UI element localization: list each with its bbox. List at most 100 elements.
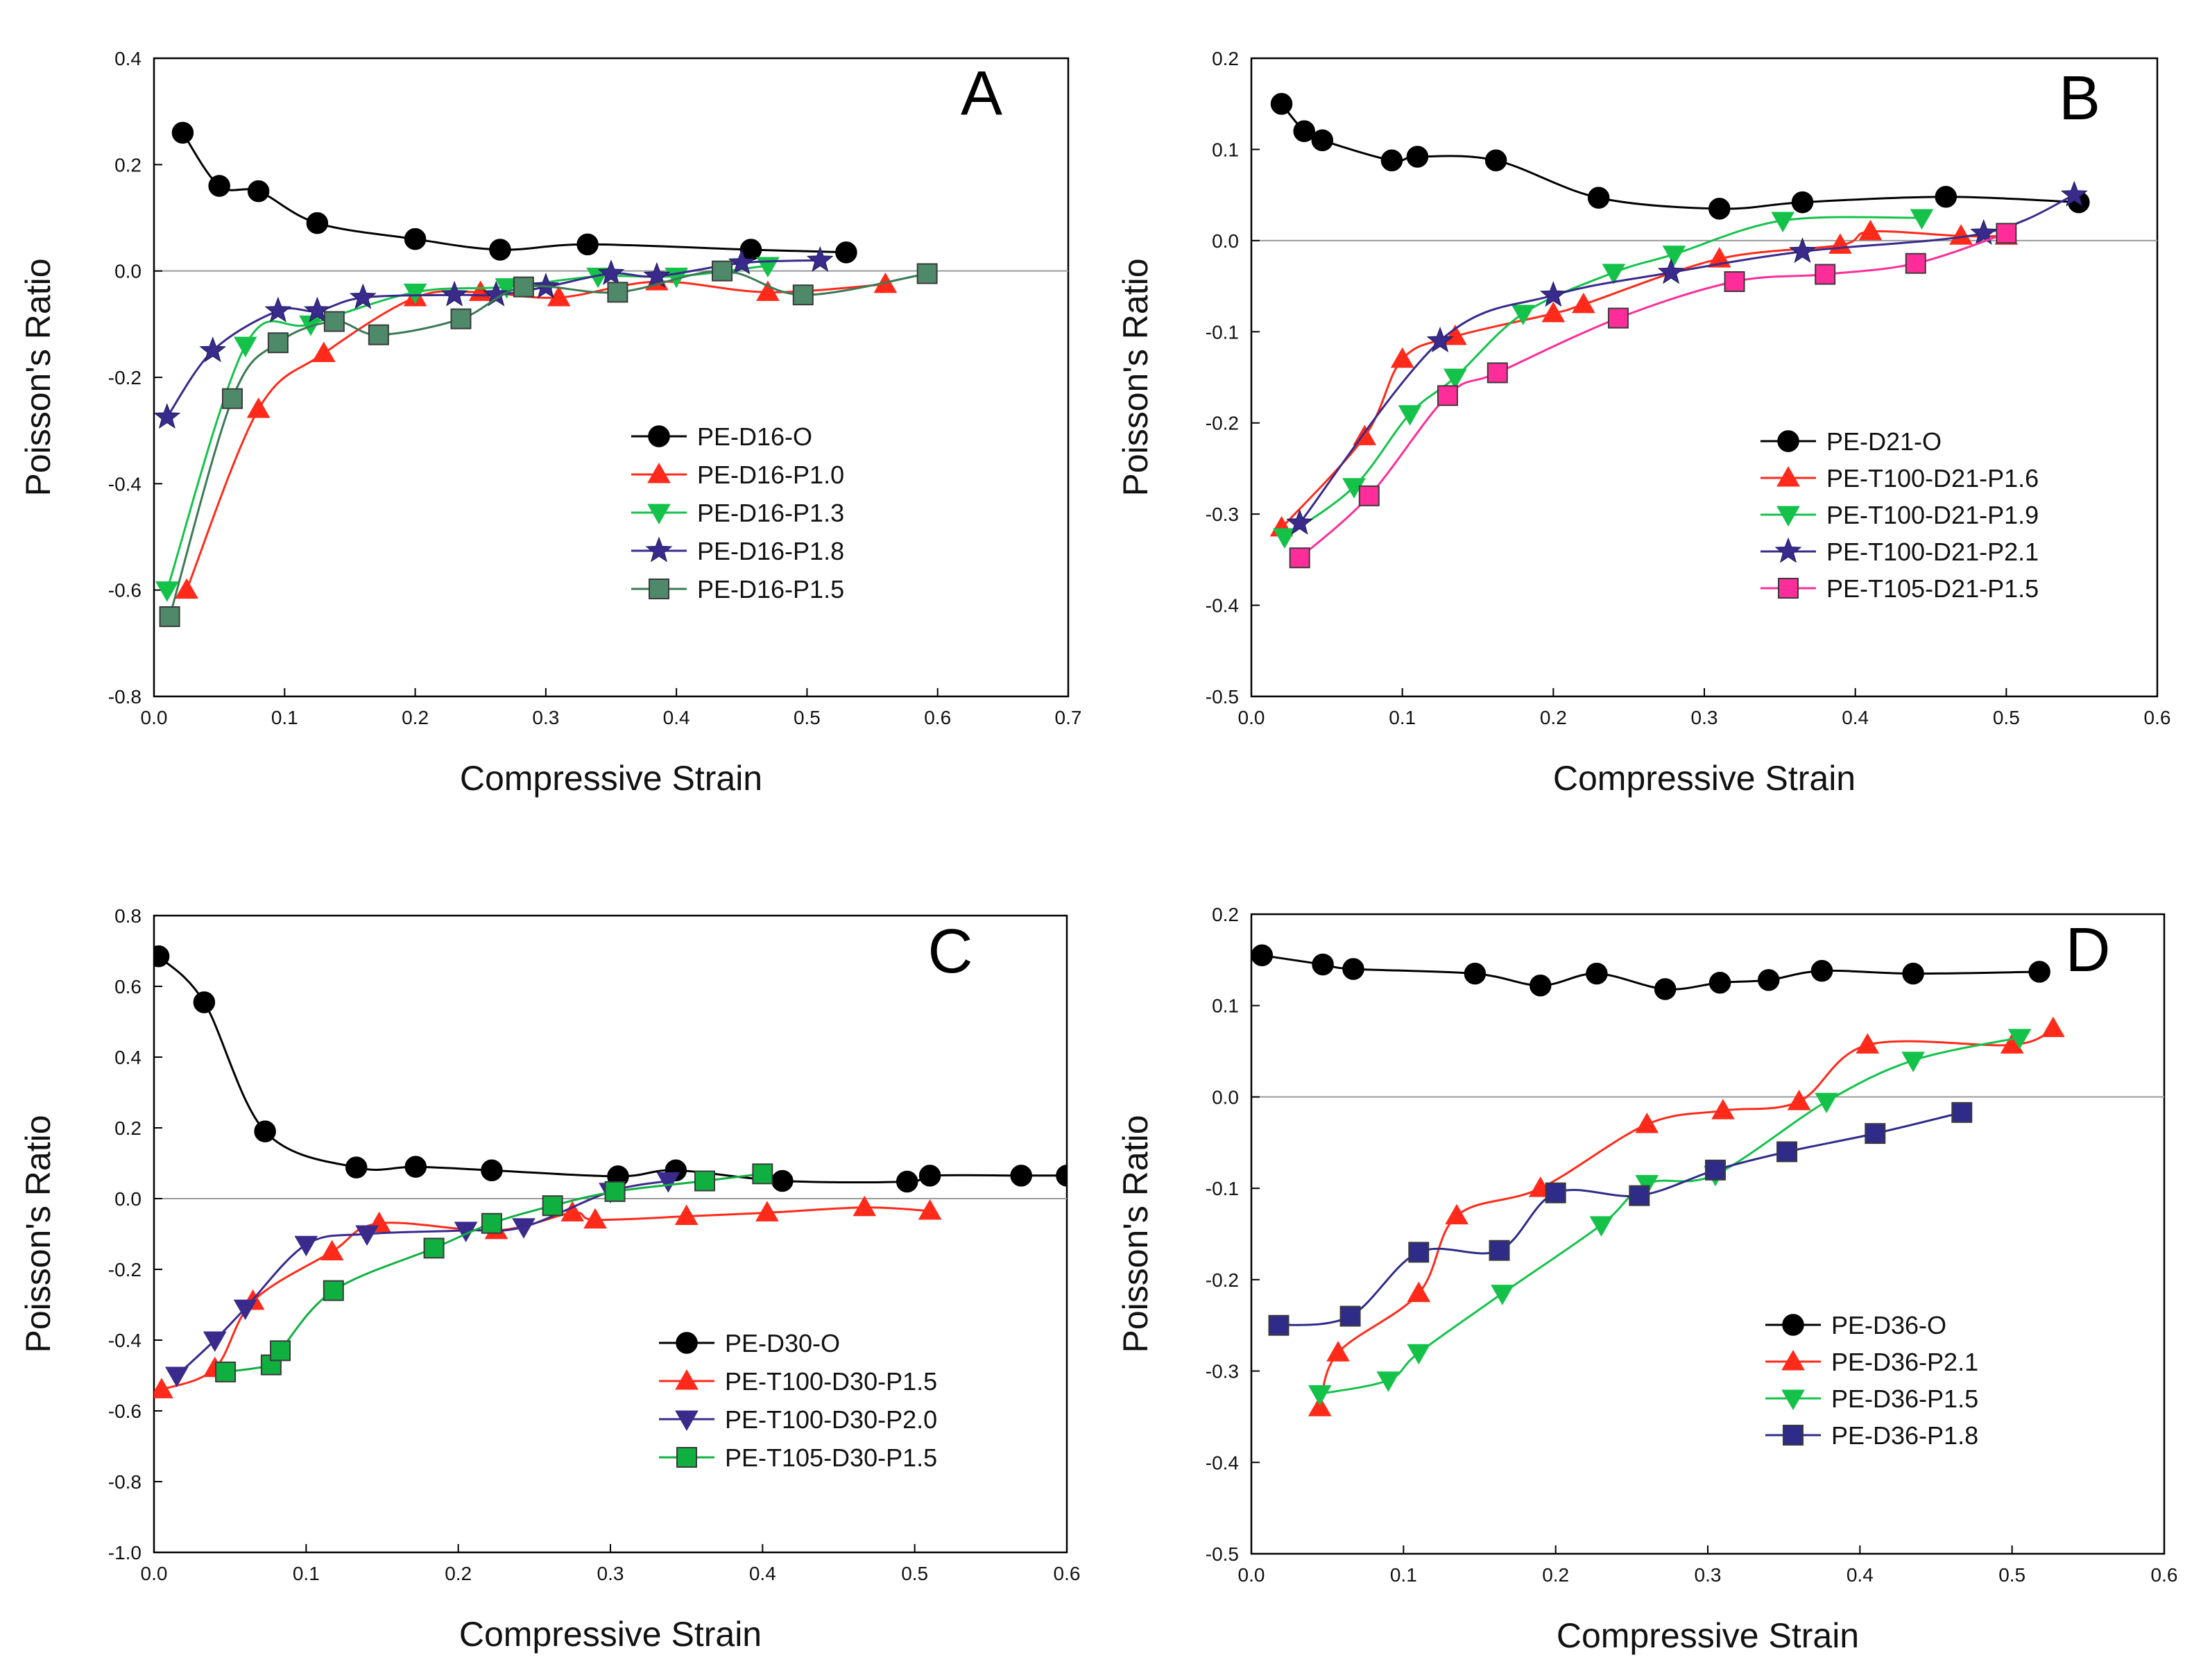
y-tick-label: -0.6 (108, 580, 142, 601)
y-tick-label: 0.2 (114, 154, 142, 175)
data-point (1437, 385, 1458, 406)
legend-marker (1783, 1425, 1804, 1446)
y-tick-label: -0.1 (1206, 321, 1239, 343)
data-point (403, 283, 427, 305)
y-tick-label: -0.8 (108, 686, 142, 708)
x-tick-label: 0.2 (445, 1563, 472, 1584)
x-tick-label: 0.0 (1238, 1564, 1265, 1586)
x-axis-label: Compressive Strain (1557, 1616, 1859, 1655)
y-tick-label: -0.1 (1206, 1178, 1239, 1199)
y-tick-label: -0.3 (1206, 1361, 1239, 1382)
data-point (560, 1201, 585, 1222)
y-tick-label: -0.4 (1206, 1452, 1239, 1473)
data-point (481, 1212, 502, 1234)
data-point (1270, 92, 1293, 115)
panel-c: 0.0 0.1 0.2 0.3 0.4 0.5 0.6 -1.0 -0.8 -0.6 -0.4 -0.… (19, 905, 1080, 1654)
data-point (576, 233, 599, 256)
panel-b: 0.0 0.1 0.2 0.3 0.4 0.5 0.6 -0.5 -0.4 -0.3 -0.2 -0.… (1116, 48, 2170, 798)
data-point (835, 241, 857, 264)
data-point (674, 1204, 699, 1225)
series-PE-D21-O (1270, 92, 2090, 220)
data-point (1408, 1242, 1430, 1263)
legend-label: PE-D36-P1.8 (1831, 1421, 1978, 1450)
y-tick-label: -0.5 (1206, 1543, 1239, 1565)
data-point (440, 280, 468, 307)
data-point (792, 284, 814, 306)
data-point (203, 1331, 227, 1353)
x-tick-label: 0.6 (924, 707, 951, 728)
y-tick-label: -0.4 (108, 1330, 142, 1351)
legend-label: PE-T100-D30-P2.0 (725, 1405, 937, 1434)
y-tick-label: 0.0 (114, 1188, 142, 1210)
data-point (1791, 191, 1814, 214)
y-tick-label: 0.0 (114, 261, 142, 282)
data-point (311, 341, 336, 362)
data-point (1789, 237, 1816, 264)
x-tick-label: 0.6 (2151, 1564, 2178, 1586)
data-point (1951, 1102, 1973, 1123)
data-point (853, 1195, 877, 1217)
x-tick-label: 0.5 (1998, 1564, 2025, 1586)
data-point (264, 296, 292, 323)
data-point (1358, 485, 1380, 506)
series-line (175, 1180, 669, 1377)
data-point (1724, 271, 1745, 292)
data-point (320, 1240, 344, 1260)
legend-marker (1776, 506, 1800, 527)
data-point (154, 1378, 173, 1398)
y-tick-label: -0.2 (1206, 413, 1239, 434)
y-tick-label: 0.8 (114, 905, 142, 927)
legend-label: PE-T100-D21-P1.6 (1826, 464, 2039, 492)
y-tick-label: 0.1 (1212, 995, 1239, 1017)
data-point (1856, 1033, 1880, 1054)
panel-d: 0.0 0.1 0.2 0.3 0.4 0.5 0.6 -0.5 -0.4 -0.3 -0.2 -0.… (1116, 904, 2177, 1655)
data-point (175, 578, 198, 599)
data-point (1771, 212, 1795, 232)
data-point (2041, 1016, 2065, 1038)
data-point (1708, 198, 1731, 220)
y-tick-label: 0.6 (114, 976, 142, 997)
x-tick-label: 0.4 (749, 1563, 776, 1584)
legend-marker (675, 1410, 699, 1432)
series-PE-D16-O (171, 121, 857, 264)
x-tick-label: 0.6 (1054, 1563, 1081, 1584)
data-point (1589, 1216, 1613, 1237)
legend-label: PE-D16-P1.0 (697, 461, 844, 489)
data-point (1629, 1185, 1650, 1206)
data-point (1308, 1396, 1332, 1416)
x-tick-label: 0.2 (1540, 707, 1567, 728)
series-line (182, 132, 846, 254)
legend-marker (676, 1332, 698, 1354)
data-point (597, 259, 625, 286)
data-point (345, 1156, 368, 1178)
data-point (1511, 305, 1535, 326)
panel-a: 0.0 0.1 0.2 0.3 0.4 0.5 0.6 0.7 -0.8 -0.6 -0.4 -0.2… (19, 48, 1081, 798)
data-point (489, 239, 511, 261)
data-point (270, 1340, 291, 1362)
data-point (1654, 978, 1677, 1000)
data-point (1901, 1052, 1925, 1072)
data-point (512, 1218, 536, 1239)
data-point (1407, 1344, 1431, 1365)
data-point (154, 945, 170, 968)
data-point (1426, 326, 1454, 352)
data-point (1443, 368, 1467, 390)
data-point (1251, 944, 1274, 967)
panel-letter: C (928, 917, 973, 986)
y-tick-label: -0.4 (108, 473, 142, 495)
data-point (1390, 347, 1414, 368)
series-PE-T105-D21-P1.5 (1289, 223, 2017, 569)
data-point (1704, 1159, 1726, 1181)
y-tick-label: -0.2 (1206, 1269, 1239, 1291)
x-tick-label: 0.3 (532, 707, 559, 728)
legend-marker (676, 1447, 697, 1468)
data-point (1312, 953, 1334, 976)
data-point (1635, 1112, 1659, 1133)
series-PE-T100-D21-P1.9 (1273, 209, 1934, 549)
y-axis-label: Poisson's Ratio (1116, 258, 1155, 496)
data-point (1787, 1090, 1811, 1111)
series-PE-D36-P1.8 (1268, 1102, 1973, 1336)
data-point (1311, 129, 1334, 152)
data-point (1445, 1203, 1468, 1225)
legend-label: PE-T105-D30-P1.5 (725, 1443, 937, 1472)
